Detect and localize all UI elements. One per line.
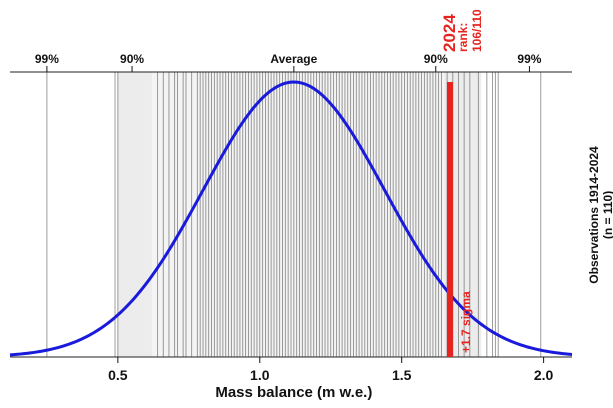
highlight-sigma-label: +1.7 sigma bbox=[459, 291, 473, 353]
right-axis-label-line1: Observations 1914-2024 bbox=[587, 146, 601, 284]
top-tick-label-1: 90% bbox=[120, 52, 144, 66]
top-tick-label-3: 90% bbox=[424, 52, 448, 66]
highlight-year-label: 2024 bbox=[440, 14, 459, 52]
top-tick-label-0: 99% bbox=[35, 52, 59, 66]
highlight-rank-label: rank: bbox=[456, 23, 470, 52]
x-tick-label-3: 2.0 bbox=[534, 367, 554, 383]
highlight-rank-value: 106/110 bbox=[470, 9, 484, 52]
x-tick-label-0: 0.5 bbox=[108, 367, 128, 383]
top-tick-label-4: 99% bbox=[517, 52, 541, 66]
inner-band bbox=[151, 72, 445, 357]
x-tick-label-1: 1.0 bbox=[250, 367, 270, 383]
top-tick-label-2: Average bbox=[270, 52, 317, 66]
x-tick-label-2: 1.5 bbox=[392, 367, 412, 383]
normal-curve bbox=[9, 80, 573, 357]
x-axis-label: Mass balance (m w.e.) bbox=[215, 384, 372, 401]
right-axis-label-line2: (n = 110) bbox=[601, 191, 613, 239]
